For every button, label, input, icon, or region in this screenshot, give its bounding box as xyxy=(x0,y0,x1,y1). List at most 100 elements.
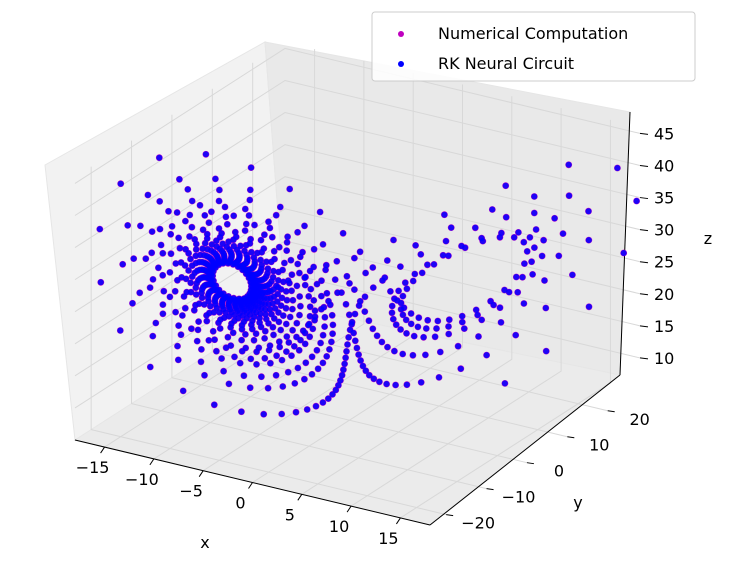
rk-circuit-point xyxy=(310,297,317,304)
rk-circuit-point xyxy=(204,235,211,242)
rk-circuit-point xyxy=(297,303,304,310)
rk-circuit-point xyxy=(323,290,330,297)
rk-circuit-point xyxy=(239,326,245,333)
rk-circuit-point xyxy=(206,310,213,316)
rk-circuit-point xyxy=(424,317,431,324)
rk-circuit-point xyxy=(376,378,383,385)
rk-circuit-point xyxy=(251,337,257,344)
rk-circuit-point xyxy=(357,357,364,364)
rk-circuit-point xyxy=(278,286,285,293)
rk-circuit-point xyxy=(321,323,328,330)
rk-circuit-point xyxy=(265,385,272,392)
rk-circuit-point xyxy=(403,381,410,388)
x-axis-label: x xyxy=(200,533,209,552)
rk-circuit-point xyxy=(502,182,509,189)
rk-circuit-point xyxy=(359,363,366,369)
x-tick-label: 5 xyxy=(285,505,295,524)
rk-circuit-point xyxy=(197,202,203,209)
rk-circuit-point xyxy=(182,218,189,225)
rk-circuit-point xyxy=(217,325,224,332)
rk-circuit-point xyxy=(526,234,533,241)
rk-circuit-point xyxy=(342,354,349,361)
x-tick-label: 10 xyxy=(329,517,349,536)
rk-circuit-point xyxy=(188,325,195,332)
rk-circuit-point xyxy=(291,380,298,387)
rk-circuit-point xyxy=(320,332,327,339)
rk-circuit-point xyxy=(255,344,262,351)
rk-circuit-point xyxy=(230,329,237,336)
rk-circuit-point xyxy=(270,274,277,281)
rk-circuit-point xyxy=(189,198,196,204)
rk-circuit-point xyxy=(402,279,409,286)
rk-circuit-point xyxy=(275,309,282,316)
rk-circuit-point xyxy=(560,230,566,237)
rk-circuit-point xyxy=(160,288,167,295)
rk-circuit-point xyxy=(459,313,466,320)
y-tick-mark xyxy=(607,410,615,413)
rk-circuit-point xyxy=(528,258,535,265)
rk-circuit-point xyxy=(319,359,326,366)
rk-circuit-point xyxy=(240,372,247,379)
rk-circuit-point xyxy=(270,331,277,338)
rk-circuit-point xyxy=(258,237,264,244)
rk-circuit-point xyxy=(169,223,176,230)
rk-circuit-point xyxy=(529,271,536,278)
rk-circuit-point xyxy=(287,314,294,320)
rk-circuit-point xyxy=(235,315,242,322)
rk-circuit-point xyxy=(323,353,330,360)
rk-circuit-point xyxy=(345,334,352,341)
rk-circuit-point xyxy=(152,320,159,326)
z-axis-line xyxy=(619,111,631,376)
rk-circuit-point xyxy=(174,209,181,216)
rk-circuit-point xyxy=(412,242,419,249)
rk-circuit-point xyxy=(187,256,194,262)
rk-circuit-point xyxy=(175,234,182,241)
rk-circuit-point xyxy=(204,231,211,238)
rk-circuit-point xyxy=(283,288,290,295)
rk-circuit-point xyxy=(432,333,439,340)
rk-circuit-point xyxy=(198,358,204,365)
rk-circuit-point xyxy=(142,255,149,262)
rk-circuit-point xyxy=(514,289,521,296)
y-tick-label: 20 xyxy=(630,410,650,429)
rk-circuit-point xyxy=(418,379,425,386)
legend-box xyxy=(371,11,696,82)
rk-circuit-point xyxy=(317,340,324,346)
z-grid-line xyxy=(74,47,641,184)
rk-circuit-point xyxy=(515,229,522,236)
rk-circuit-point xyxy=(302,274,309,280)
z-tick-label: 10 xyxy=(654,349,674,368)
rk-circuit-point xyxy=(158,242,165,248)
rk-circuit-point xyxy=(287,257,294,264)
rk-circuit-point xyxy=(222,204,228,210)
rk-circuit-point xyxy=(478,316,485,323)
rk-circuit-point xyxy=(247,236,254,243)
rk-circuit-point xyxy=(566,192,573,199)
rk-circuit-point xyxy=(399,351,406,357)
rk-circuit-point xyxy=(315,365,322,372)
rk-circuit-point xyxy=(270,268,277,275)
rk-circuit-point xyxy=(248,249,255,256)
rk-circuit-point xyxy=(147,284,154,291)
rk-circuit-point xyxy=(306,333,313,340)
rk-circuit-point xyxy=(446,316,453,323)
rk-circuit-point xyxy=(307,268,314,274)
rk-circuit-point xyxy=(231,353,238,360)
rk-circuit-point xyxy=(274,298,281,305)
rk-circuit-point xyxy=(224,334,231,341)
rk-circuit-point xyxy=(307,303,314,310)
rk-circuit-point xyxy=(182,246,189,253)
rk-circuit-point xyxy=(340,366,347,373)
rk-circuit-point xyxy=(483,352,490,359)
rk-circuit-point xyxy=(357,298,364,305)
rk-circuit-point xyxy=(276,338,283,345)
legend-marker-rk-circuit xyxy=(398,61,404,67)
rk-circuit-point xyxy=(289,306,296,313)
rk-circuit-point xyxy=(242,345,249,351)
rk-circuit-point xyxy=(329,321,336,328)
rk-circuit-point xyxy=(213,348,220,355)
rk-circuit-point xyxy=(202,151,209,158)
rk-circuit-point xyxy=(565,161,572,168)
rk-circuit-point xyxy=(263,316,270,322)
